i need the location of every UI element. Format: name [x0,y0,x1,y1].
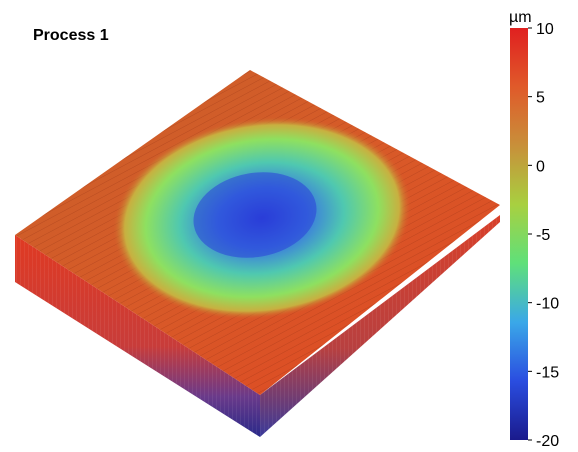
colorbar-tick-label: 0 [536,158,545,175]
colorbar-tick-label: -15 [536,364,559,381]
colorbar-tick-label: 10 [536,21,554,38]
colorbar-tick-label: -5 [536,227,550,244]
colorbar-unit-label: µm [509,9,532,26]
colorbar-tick-label: 5 [536,90,545,107]
colorbar-tick-label: -10 [536,296,559,313]
chart-title: Process 1 [33,27,109,44]
surface-front-face-texture [15,235,260,437]
colorbar-tick-label: -20 [536,433,559,450]
colorbar-ticks: 10 5 0 -5 -10 -15 -20 [528,21,559,450]
surface-right-face-texture [260,215,500,437]
colorbar [510,28,528,440]
crater-core [193,172,317,258]
